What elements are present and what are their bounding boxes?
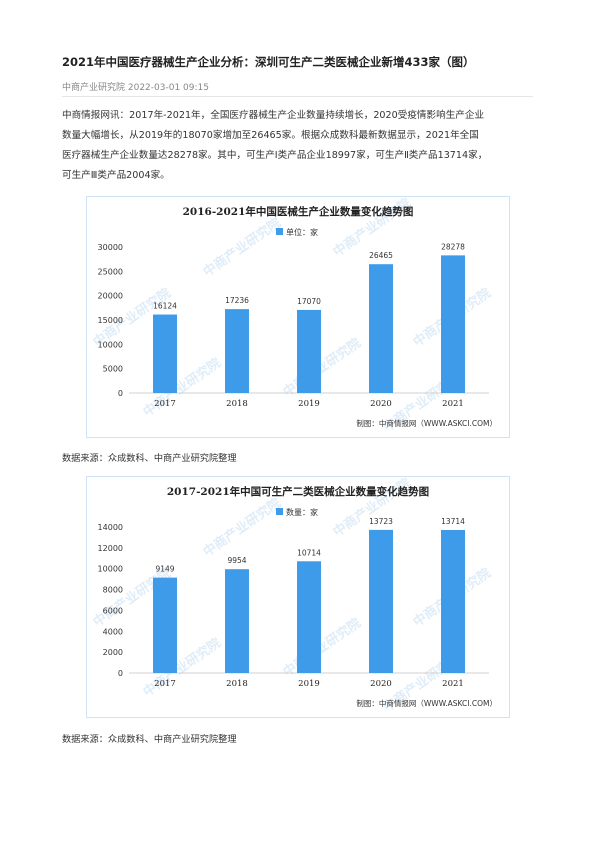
y-tick-label: 0 (118, 669, 123, 678)
data-source-2: 数据来源：众成数科、中商产业研究院整理 (62, 734, 237, 745)
bar (153, 314, 177, 393)
watermark-text: 中商产业研究院 (280, 335, 364, 400)
divider (62, 96, 533, 97)
data-label: 9954 (227, 556, 246, 565)
bar (369, 264, 393, 393)
paragraph-line: 可生产Ⅲ类产品2004家。 (62, 170, 170, 181)
paragraph-line: 数量大幅增长，从2019年的18070家增加至26465家。根据众成数科最新数据… (62, 130, 479, 141)
bar (225, 569, 249, 673)
data-label: 28278 (441, 242, 465, 251)
watermark-text: 中商产业研究院 (140, 635, 224, 700)
y-tick-label: 6000 (103, 606, 123, 615)
bar (153, 577, 177, 673)
bar (369, 529, 393, 673)
y-tick-label: 8000 (103, 586, 123, 595)
legend-label: 单位：家 (286, 227, 318, 237)
chart-title: 2016-2021年中国医械生产企业数量变化趋势图 (183, 205, 414, 218)
y-tick-label: 12000 (98, 544, 123, 553)
chart-footer: 制图：中商情报网（WWW.ASKCI.COM） (356, 418, 497, 428)
y-tick-label: 2000 (103, 648, 123, 657)
article-meta: 中商产业研究院 2022-03-01 09:15 (62, 83, 209, 93)
watermark-text: 中商产业研究院 (140, 355, 224, 420)
data-label: 17236 (225, 296, 249, 305)
y-tick-label: 0 (118, 389, 123, 398)
legend-label: 数量：家 (286, 507, 318, 517)
chart-footer: 制图：中商情报网（WWW.ASKCI.COM） (356, 698, 497, 708)
x-tick-label: 2021 (442, 399, 464, 409)
x-tick-label: 2019 (298, 679, 320, 689)
x-tick-label: 2019 (298, 399, 320, 409)
data-label: 16124 (153, 302, 177, 311)
chart-title: 2017-2021年中国可生产二类医械企业数量变化趋势图 (167, 485, 429, 498)
chart-2: 中商产业研究院 中商产业研究院 中商产业研究院 中商产业研究院 中商产业研究院 中商产业研… (86, 476, 510, 718)
article-paragraph: 中商情报网讯：2017年-2021年，全国医疗器械生产企业数量持续增长，2020… (62, 106, 534, 186)
y-tick-label: 10000 (98, 565, 123, 574)
data-label: 17070 (297, 297, 321, 306)
legend-swatch (276, 508, 283, 515)
article-title: 2021年中国医疗器械生产企业分析：深圳可生产二类医械企业新增433家（图） (62, 55, 475, 69)
x-tick-label: 2020 (370, 679, 392, 689)
y-tick-label: 25000 (98, 267, 123, 276)
bar (441, 529, 465, 673)
bar (297, 561, 321, 673)
x-tick-label: 2021 (442, 679, 464, 689)
watermark-text: 中商产业研究院 (280, 615, 364, 680)
data-label: 13714 (441, 517, 465, 526)
bar (441, 255, 465, 393)
bar (297, 309, 321, 393)
x-tick-label: 2017 (154, 399, 176, 409)
x-tick-label: 2018 (226, 679, 248, 689)
chart-1: 中商产业研究院 中商产业研究院 中商产业研究院 中商产业研究院 中商产业研究院 中商产业研… (86, 196, 510, 438)
legend-swatch (276, 228, 283, 235)
x-tick-label: 2020 (370, 399, 392, 409)
data-label: 9149 (155, 565, 174, 574)
data-label: 26465 (369, 251, 393, 260)
data-label: 10714 (297, 548, 321, 557)
data-label: 13723 (369, 517, 393, 526)
y-tick-label: 30000 (98, 243, 123, 252)
y-tick-label: 5000 (103, 365, 123, 374)
watermark-text: 中商产业研究院 (200, 215, 284, 280)
x-tick-label: 2018 (226, 399, 248, 409)
data-source-1: 数据来源：众成数科、中商产业研究院整理 (62, 453, 237, 464)
bar (225, 309, 249, 393)
x-tick-label: 2017 (154, 679, 176, 689)
paragraph-line: 中商情报网讯：2017年-2021年，全国医疗器械生产企业数量持续增长，2020… (62, 110, 485, 121)
y-tick-label: 15000 (98, 316, 123, 325)
watermark-text: 中商产业研究院 (200, 495, 284, 560)
y-tick-label: 20000 (98, 292, 123, 301)
y-tick-label: 10000 (98, 340, 123, 349)
y-tick-label: 14000 (98, 523, 123, 532)
paragraph-line: 医疗器械生产企业数量达28278家。其中，可生产Ⅰ类产品企业18997家，可生产… (62, 150, 488, 161)
y-tick-label: 4000 (103, 627, 123, 636)
